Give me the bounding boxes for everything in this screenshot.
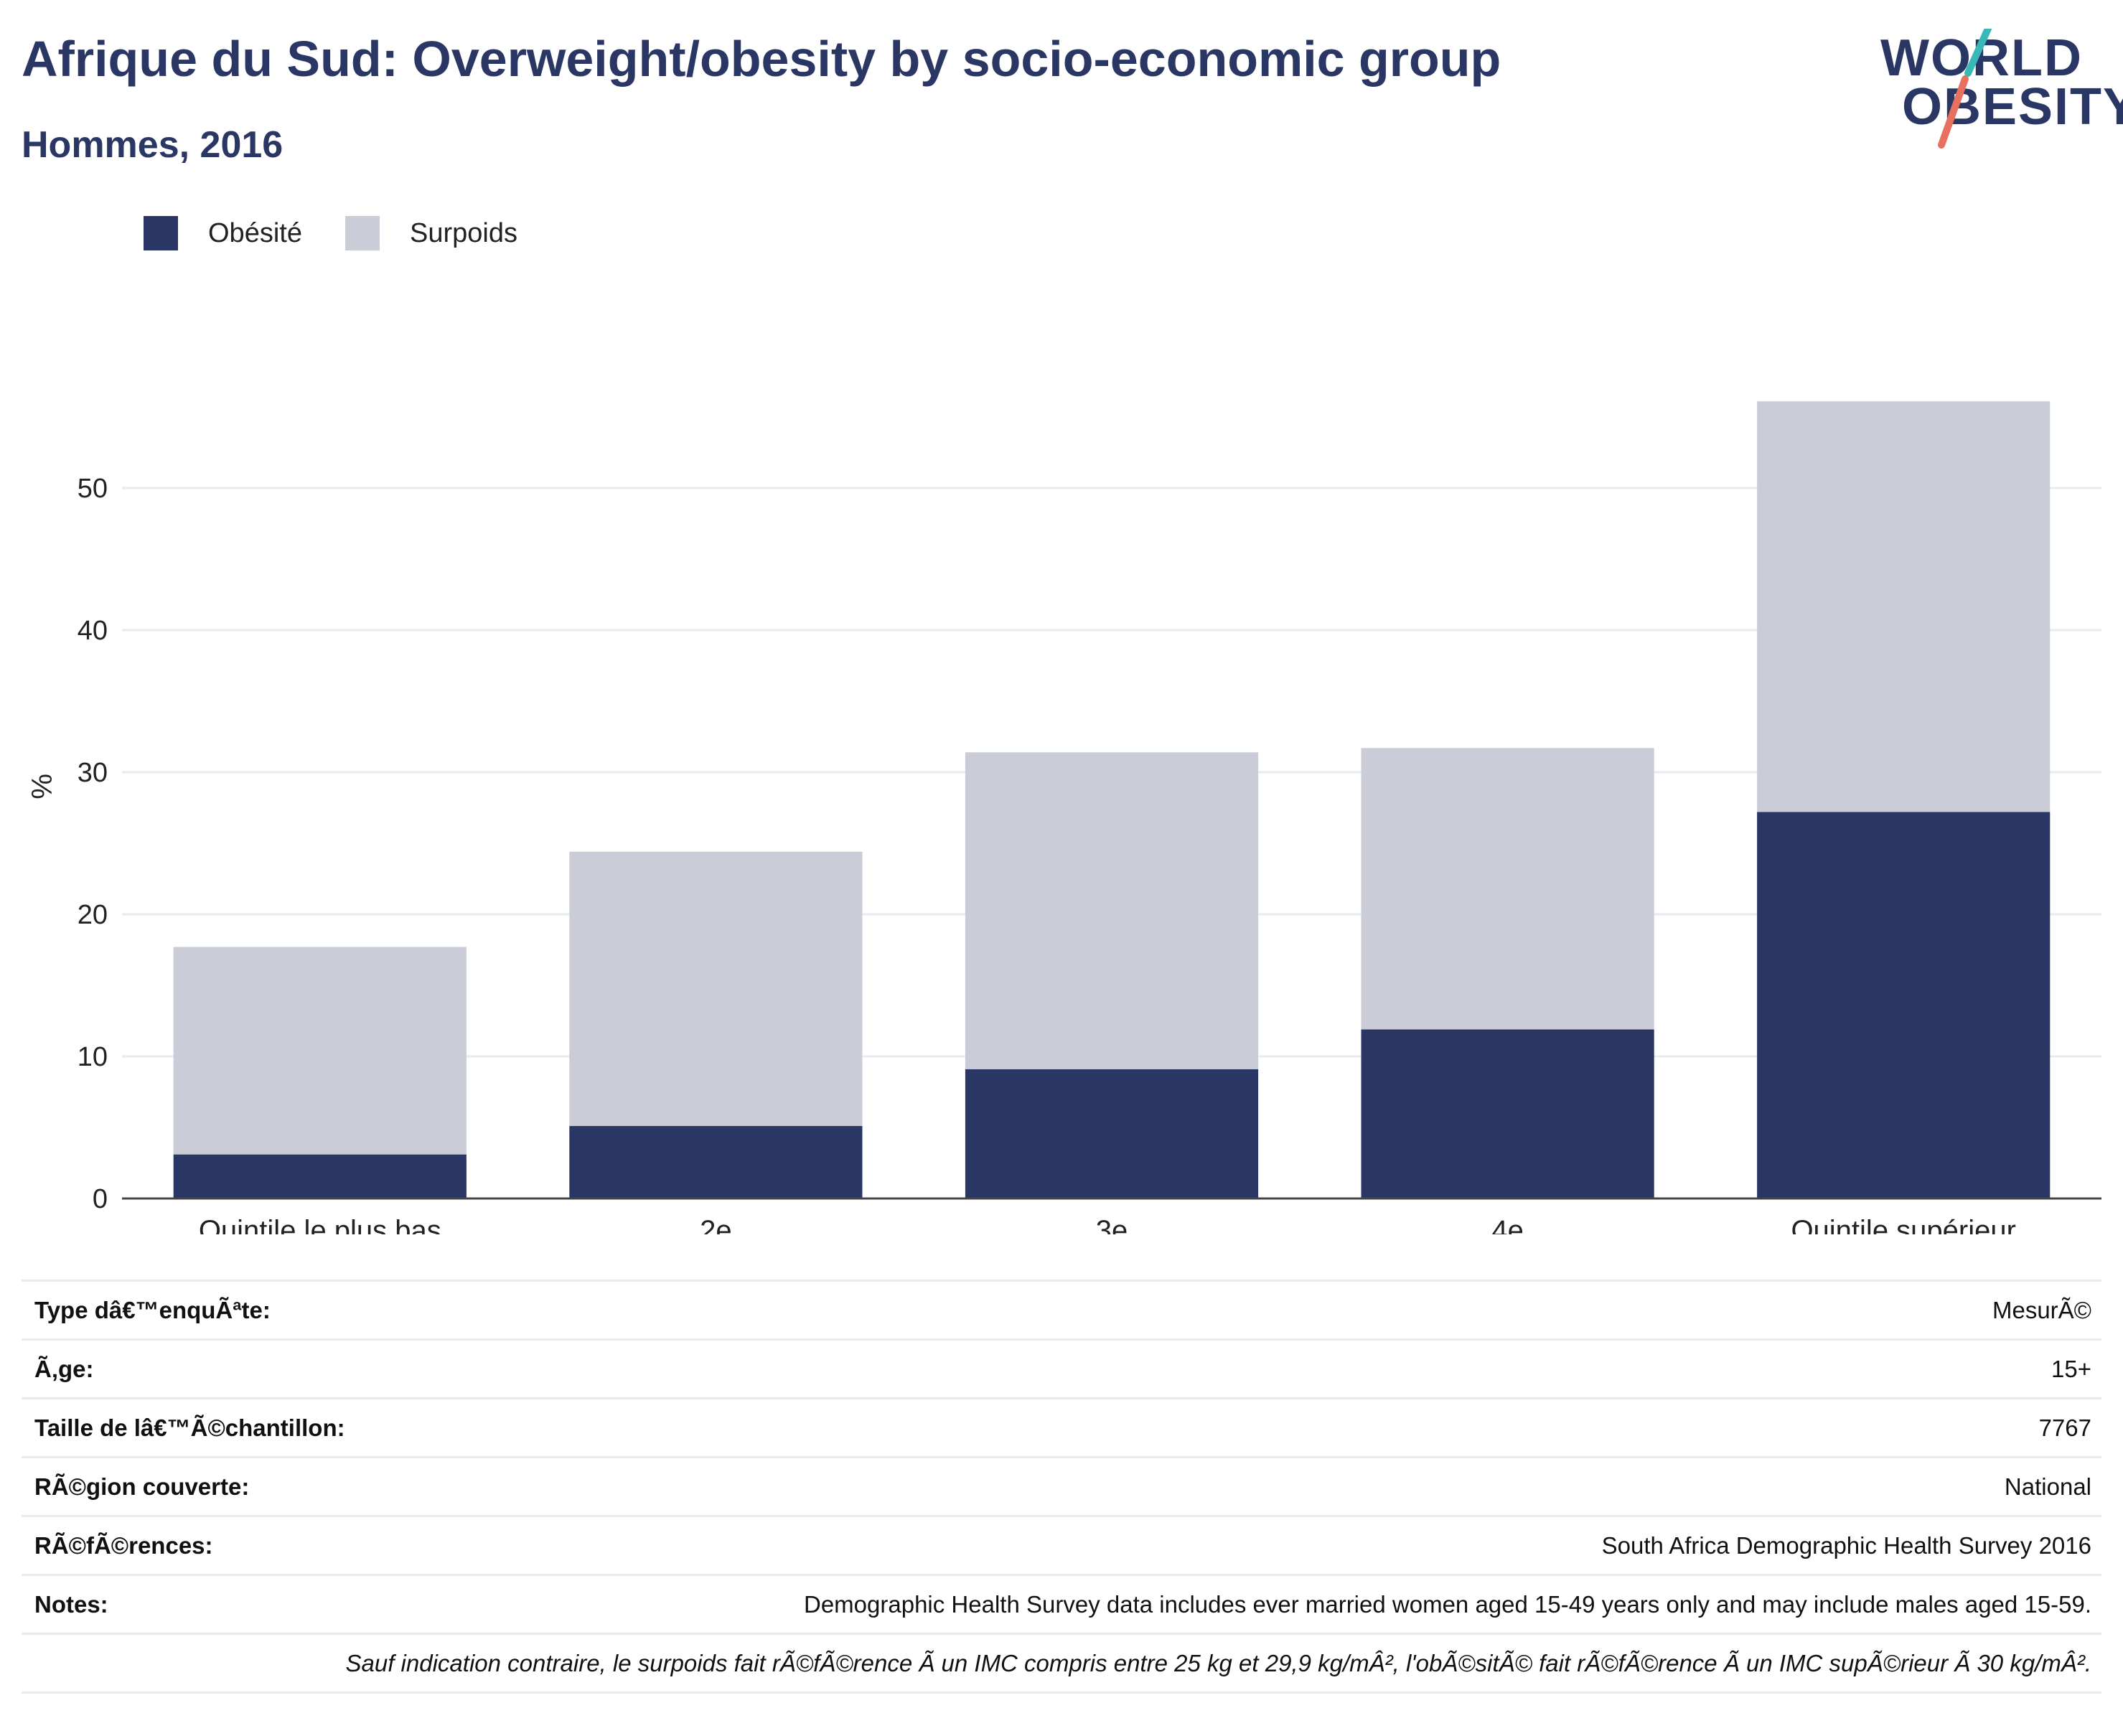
info-label: Notes:	[34, 1590, 108, 1618]
logo-word-obesity: OBESITY	[1902, 78, 2123, 136]
legend-label-surpoids: Surpoids	[409, 217, 517, 248]
bar-segment	[965, 752, 1259, 1069]
info-row-survey-type: Type dâ€™enquÃªte: MesurÃ©	[22, 1280, 2101, 1340]
info-row-age: Ã‚ge: 15+	[22, 1339, 2101, 1399]
bar-segment	[569, 851, 863, 1127]
survey-info-table: Type dâ€™enquÃªte: MesurÃ© Ã‚ge: 15+ Tai…	[22, 1280, 2101, 1694]
info-row-notes: Notes: Demographic Health Survey data in…	[22, 1575, 2101, 1634]
info-label: Taille de lâ€™Ã©chantillon:	[34, 1414, 345, 1441]
info-row-region: RÃ©gion couverte: National	[22, 1457, 2101, 1516]
y-tick-label: 50	[78, 474, 108, 504]
info-row-references: RÃ©fÃ©rences: South Africa Demographic H…	[22, 1516, 2101, 1575]
bar-segment	[569, 1126, 863, 1198]
info-row-sample-size: Taille de lâ€™Ã©chantillon: 7767	[22, 1398, 2101, 1458]
bar-segment	[173, 1154, 467, 1198]
bar-segment	[1757, 401, 2051, 812]
y-axis-label: %	[27, 774, 58, 799]
info-value: South Africa Demographic Health Survey 2…	[1601, 1531, 2091, 1559]
footnote-text: Sauf indication contraire, le surpoids f…	[345, 1649, 2092, 1676]
chart-title: Afrique du Sud: Overweight/obesity by so…	[22, 31, 1501, 87]
chart-legend: Obésité Surpoids	[144, 215, 561, 251]
x-tick-label: 2e	[700, 1215, 732, 1234]
y-tick-label: 0	[93, 1184, 108, 1214]
legend-item-obesite[interactable]: Obésité	[144, 216, 302, 250]
y-tick-label: 10	[78, 1042, 108, 1072]
info-label: Type dâ€™enquÃªte:	[34, 1296, 271, 1323]
info-value: Demographic Health Survey data includes …	[804, 1590, 2091, 1618]
info-value: 7767	[2038, 1414, 2091, 1441]
info-label: RÃ©gion couverte:	[34, 1473, 250, 1500]
info-value: MesurÃ©	[1992, 1296, 2091, 1323]
info-value: 15+	[2051, 1355, 2091, 1382]
bar-segment	[173, 947, 467, 1155]
legend-label-obesite: Obésité	[208, 217, 302, 248]
x-tick-label: 3e	[1096, 1215, 1128, 1234]
y-tick-label: 30	[78, 758, 108, 788]
legend-swatch-obesite	[144, 216, 178, 250]
legend-swatch-surpoids	[345, 216, 380, 250]
x-tick-label: 4e	[1491, 1215, 1524, 1234]
chart-subtitle: Hommes, 2016	[22, 124, 283, 166]
info-row-footnote: Sauf indication contraire, le surpoids f…	[22, 1633, 2101, 1693]
legend-item-surpoids[interactable]: Surpoids	[345, 216, 517, 250]
logo-slash-icon	[1938, 29, 1992, 149]
y-tick-label: 20	[78, 900, 108, 930]
stacked-bar-chart: 0 10 20 30 40 50% Quintile le plus bas 2e 3e 4e Qu…	[27, 401, 2101, 1234]
x-tick-label: Quintile le plus bas	[199, 1215, 441, 1234]
bar-segment	[1757, 812, 2051, 1198]
bar-segment	[1361, 748, 1654, 1030]
info-label: RÃ©fÃ©rences:	[34, 1531, 213, 1559]
bar-segment	[965, 1069, 1259, 1198]
info-value: National	[2004, 1473, 2091, 1500]
y-tick-label: 40	[78, 616, 108, 646]
x-tick-label: Quintile supérieur	[1791, 1215, 2016, 1234]
bar-segment	[1361, 1029, 1654, 1198]
world-obesity-logo: WORLD OBESITY	[1873, 29, 2123, 151]
info-label: Ã‚ge:	[34, 1355, 94, 1382]
